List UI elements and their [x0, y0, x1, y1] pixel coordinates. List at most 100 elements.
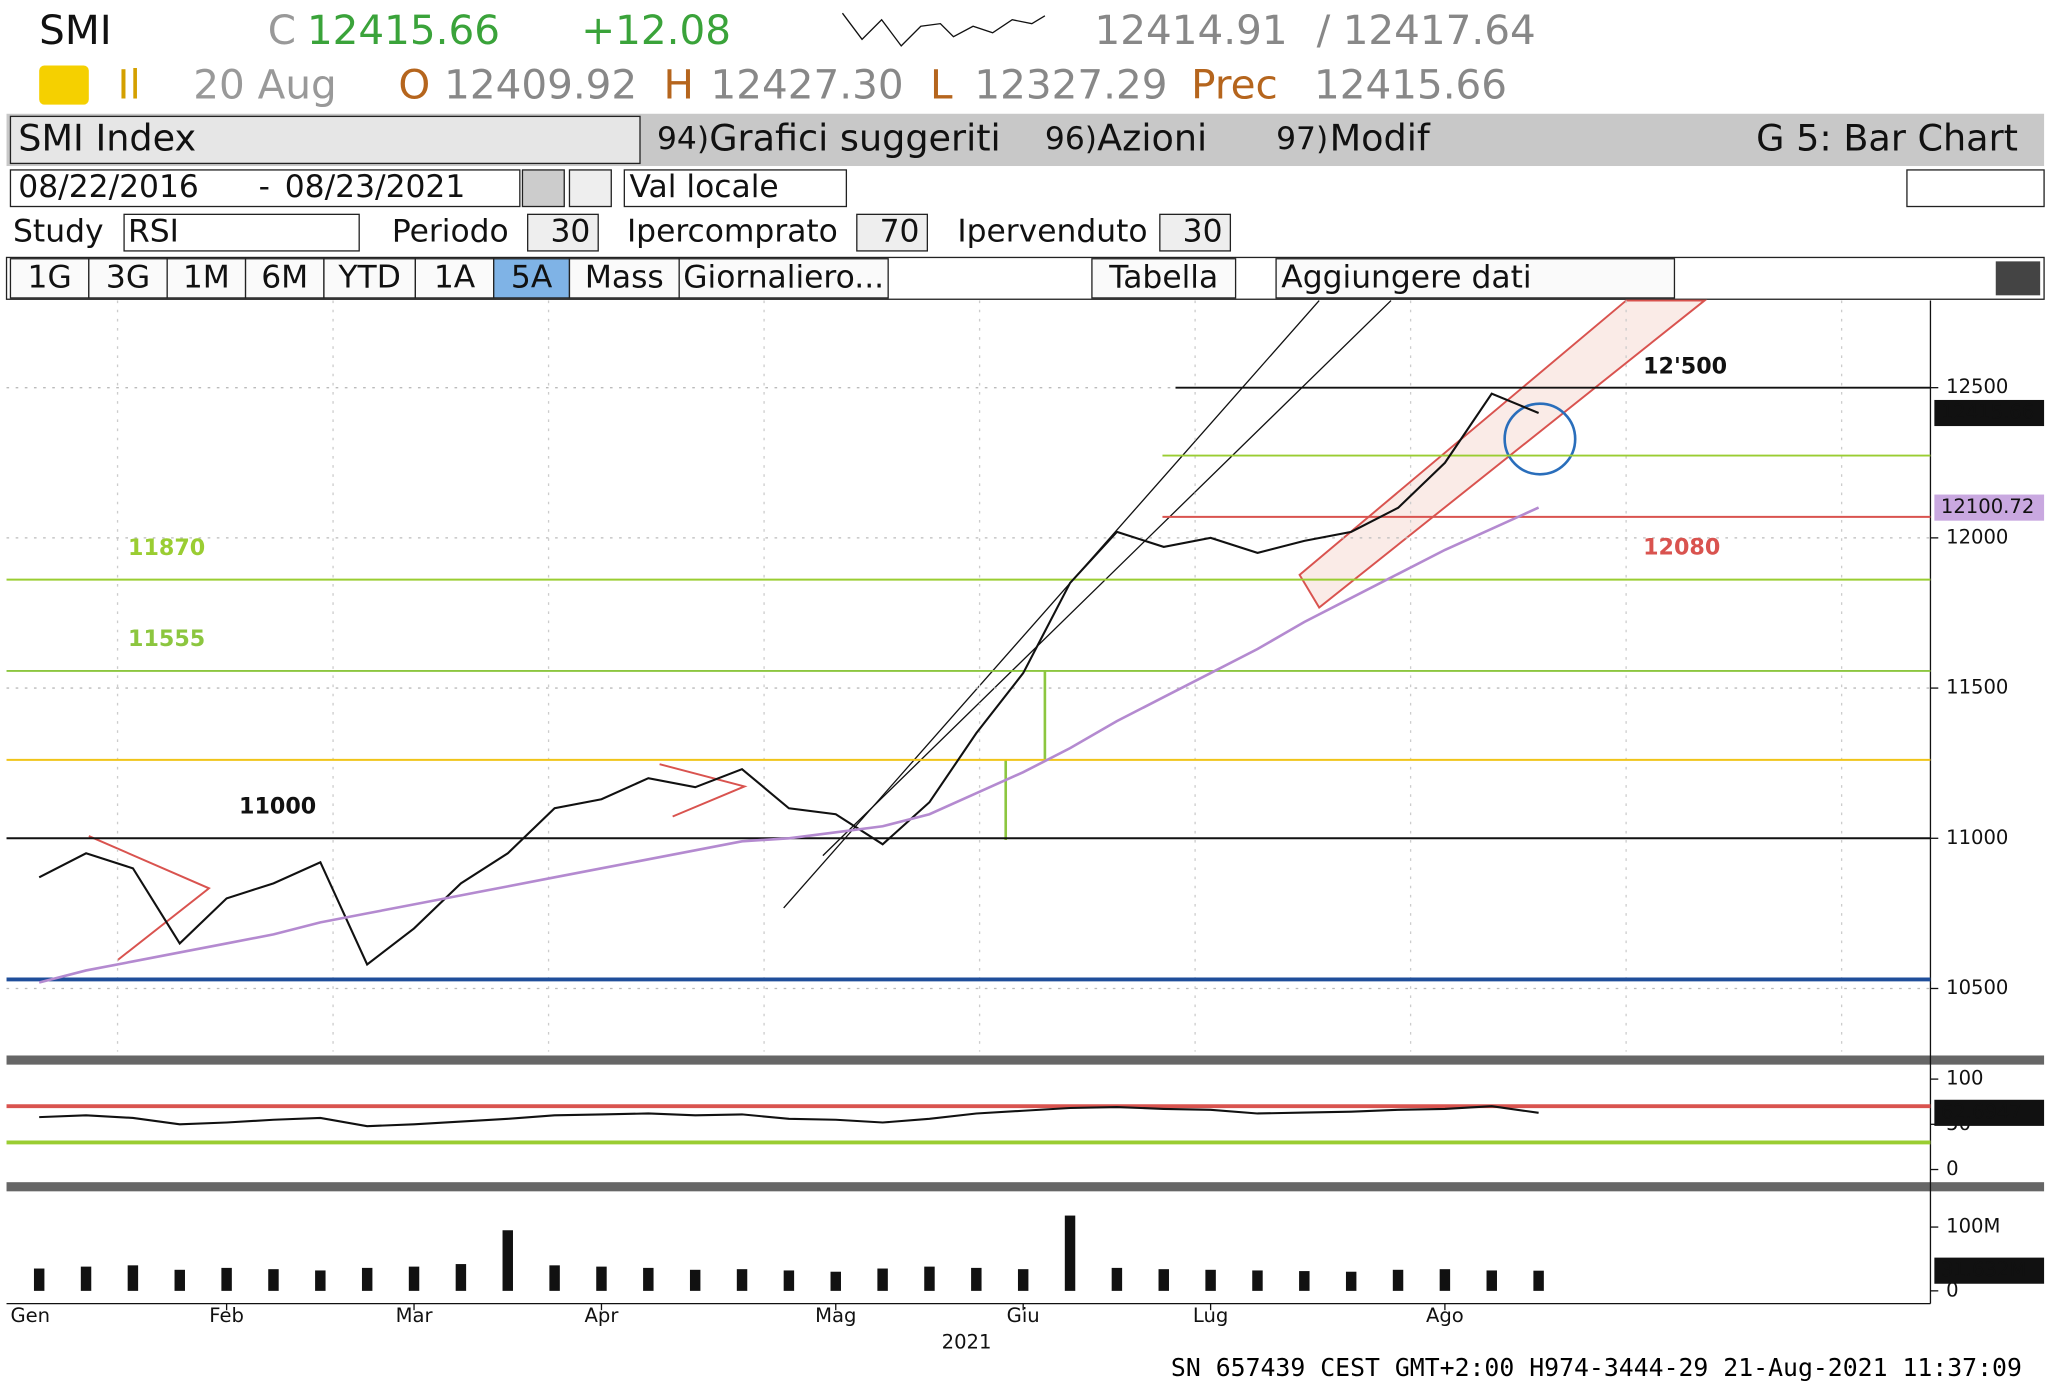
end-date[interactable]: 08/23/2021 [285, 169, 466, 205]
button-label: 1G [28, 259, 72, 295]
volume-bar [549, 1265, 560, 1291]
x-tick-label: Mag [815, 1304, 856, 1327]
tab-number: 94) [657, 121, 709, 157]
prev-label: Prec [1191, 61, 1278, 109]
volume-bar [596, 1266, 607, 1291]
start-date[interactable]: 08/22/2016 [18, 169, 199, 205]
oversold: 30 [1183, 214, 1223, 250]
sparkline [841, 12, 1046, 47]
last-value-box [1934, 399, 2045, 427]
tab[interactable]: Grafici suggeriti [709, 116, 1001, 159]
button[interactable] [88, 258, 168, 299]
x-tick-label: Feb [209, 1304, 244, 1327]
button[interactable] [1091, 258, 1237, 299]
series-line [39, 1105, 1539, 1128]
overbought-field[interactable] [856, 213, 928, 252]
period-field[interactable] [527, 213, 599, 252]
volume-bar [1299, 1271, 1310, 1291]
volume-bar [1205, 1269, 1216, 1291]
y-tick-label: 0 [1946, 1157, 1958, 1180]
volume-bar [455, 1264, 467, 1291]
low-label: L [930, 61, 953, 109]
volume-bar [127, 1265, 139, 1291]
volume-bar [643, 1267, 654, 1291]
open-label: O [398, 61, 430, 109]
button-row: 1G 3G 1M 6M YTD 1A 5A Mass Giornaliero... Tabella… [5, 256, 2045, 300]
view-title: G 5: Bar Chart [1756, 116, 2018, 159]
ask: 12417.64 [1343, 6, 1536, 54]
security: SMI Index [18, 116, 196, 159]
button[interactable] [323, 258, 416, 299]
button-label: Giornaliero... [683, 259, 884, 295]
series-line [38, 392, 1540, 967]
tab[interactable]: Modif [1330, 116, 1431, 159]
button[interactable] [678, 258, 889, 299]
oversold-field[interactable] [1159, 213, 1232, 252]
y-tick-label: 100M [1946, 1215, 2000, 1238]
button[interactable] [414, 258, 495, 299]
oversold-label: Ipervenduto [957, 214, 1147, 250]
close-flag: C [268, 6, 296, 54]
volume-bar [408, 1266, 420, 1291]
button[interactable] [493, 258, 571, 299]
bid: 12414.91 [1095, 6, 1288, 54]
button[interactable] [166, 258, 247, 299]
volume-bar [783, 1270, 795, 1291]
last-value-box [1934, 494, 2045, 521]
low: 12327.29 [974, 61, 1167, 109]
volume-bar [1017, 1269, 1029, 1291]
triangle [659, 763, 748, 818]
undo-redo[interactable] [1906, 169, 2045, 208]
button-label: 1M [183, 259, 230, 295]
y-tick-label: 100 [1946, 1067, 1983, 1090]
drawings [88, 299, 1708, 961]
y-tick-label: 11500 [1946, 676, 2008, 699]
button[interactable] [1275, 258, 1676, 299]
volume-bar [924, 1266, 935, 1291]
x-tick-label: Ago [1426, 1304, 1464, 1327]
next-button[interactable] [568, 169, 612, 208]
button[interactable] [568, 258, 680, 299]
high: 12427.30 [711, 61, 904, 109]
date-dash: - [259, 169, 270, 205]
tab[interactable]: Azioni [1097, 116, 1207, 159]
highlight-circle [1503, 402, 1577, 476]
x-tick-label: Gen [10, 1304, 50, 1327]
prev-button[interactable] [521, 169, 565, 208]
volume-bar [315, 1270, 326, 1291]
volume-bar [174, 1269, 185, 1291]
period-label: Periodo [392, 214, 509, 250]
period: 30 [550, 214, 590, 250]
button-label: Mass [585, 259, 664, 295]
x-tick-label: Lug [1193, 1304, 1228, 1327]
triangle [88, 835, 211, 961]
x-tick-label: Apr [585, 1304, 620, 1327]
volume-bar [877, 1268, 888, 1291]
security-field[interactable] [9, 115, 641, 165]
level-label: 11000 [239, 793, 316, 819]
last-value-label: 62.6947 [1941, 1100, 2022, 1123]
button-label: Aggiungere dati [1281, 259, 1531, 295]
button[interactable] [244, 258, 325, 299]
date-range[interactable] [9, 169, 521, 208]
panel-separator [6, 1182, 2045, 1192]
series-line [38, 506, 1540, 984]
gauge-icon [39, 65, 89, 105]
currency-select[interactable] [623, 169, 848, 208]
study-select[interactable] [123, 213, 360, 252]
volume-bar [1158, 1269, 1169, 1291]
year-label: 2021 [942, 1330, 992, 1353]
channel [1298, 299, 1708, 609]
volume-bar [361, 1267, 373, 1291]
volume-bar [268, 1269, 279, 1291]
button-label: 1A [434, 259, 476, 295]
overbought: 70 [880, 214, 920, 250]
header: SMI C 12415.66 +12.08 12414.91 / 12417.6… [39, 6, 1536, 109]
prefix: Il [118, 61, 141, 109]
high-label: H [664, 61, 694, 109]
currency: Val locale [630, 169, 779, 205]
last-value-box [1934, 1099, 2045, 1126]
overbought-label: Ipercomprato [627, 214, 838, 250]
volume-bar [502, 1230, 513, 1291]
button[interactable] [9, 258, 90, 299]
